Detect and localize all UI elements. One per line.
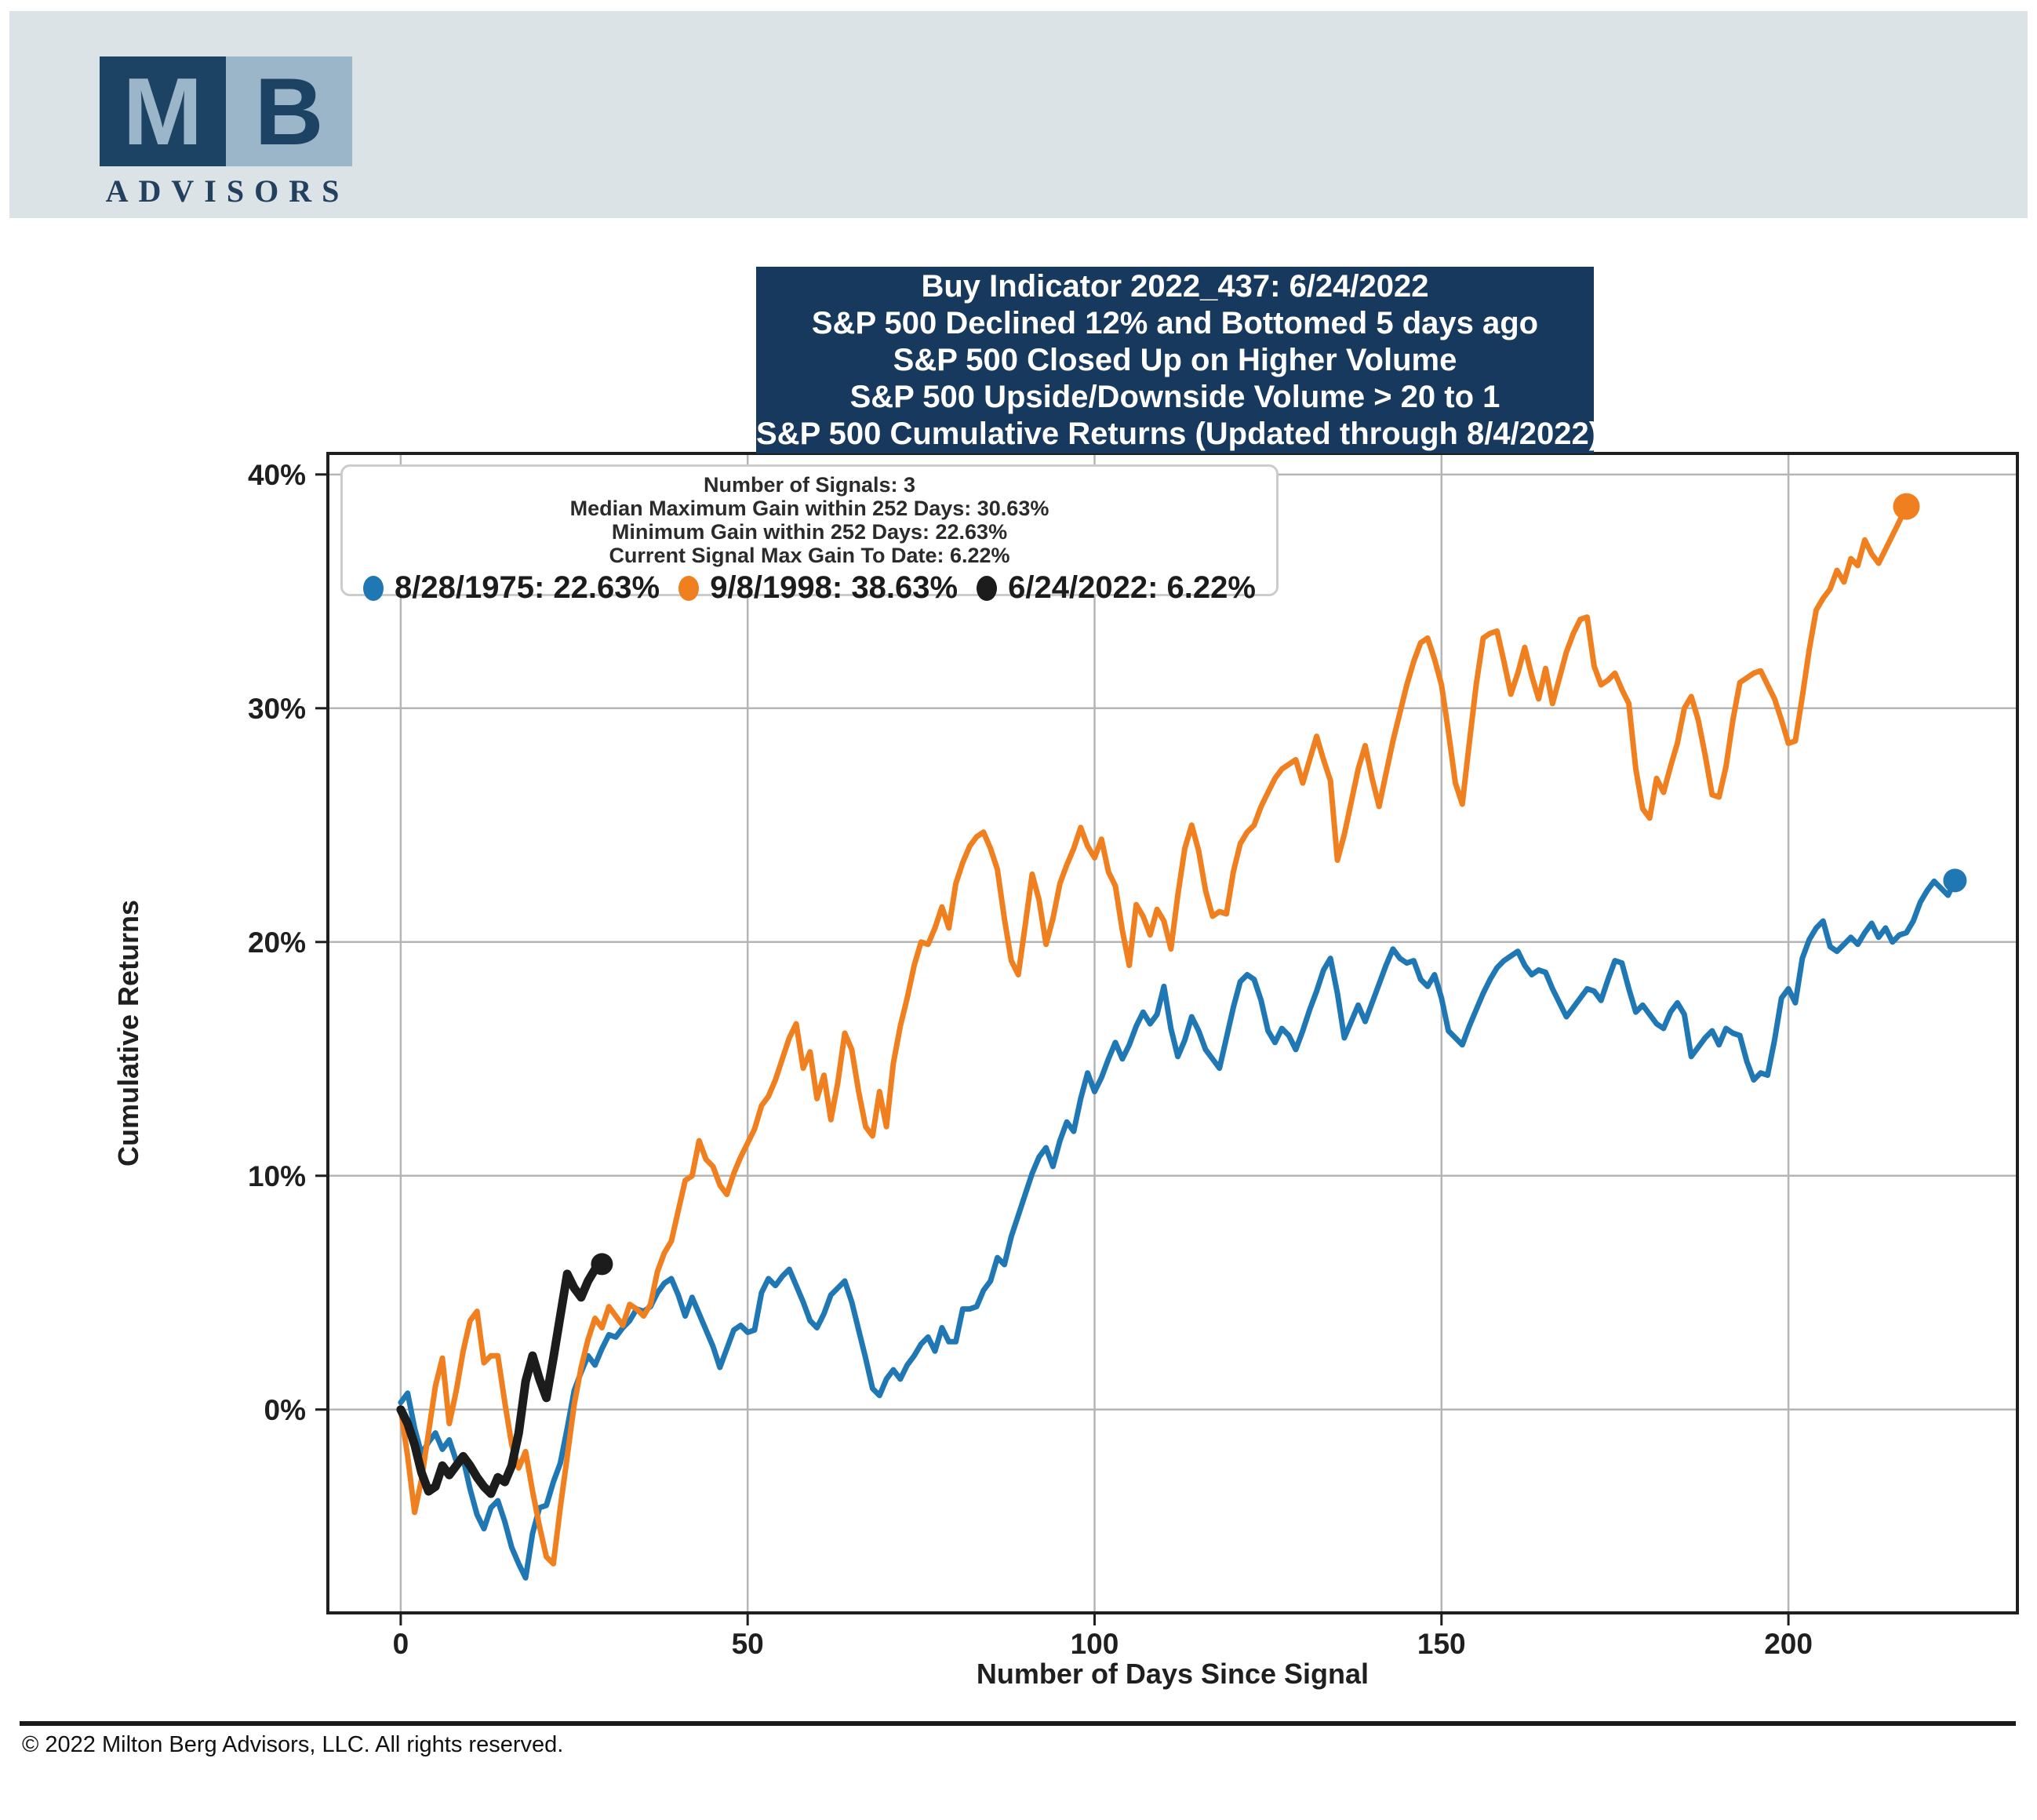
legend-stat-signals: Number of Signals: 3 [703, 473, 916, 497]
series-end-dot-2022 [591, 1253, 613, 1276]
logo-letter-b: B [226, 56, 352, 166]
legend-item-2022: 6/24/2022: 6.22% [977, 570, 1256, 606]
series-line-1975 [398, 877, 1958, 1581]
x-tick-label-150: 150 [1417, 1628, 1466, 1660]
legend-label-1998: 9/8/1998: 38.63% [710, 570, 958, 605]
legend-dot-black-icon [977, 575, 998, 601]
footer-divider [20, 1721, 2016, 1726]
y-tick-label-10%: 10% [248, 1160, 306, 1192]
title-line-2: S&P 500 Declined 12% and Bottomed 5 days… [811, 305, 1539, 340]
logo-letter-m: M [100, 56, 226, 166]
y-tick-label-20%: 20% [248, 926, 306, 959]
x-tick-label-100: 100 [1071, 1628, 1119, 1660]
chart-title-box: Buy Indicator 2022_437: 6/24/2022 S&P 50… [756, 267, 1600, 453]
legend-item-1998: 9/8/1998: 38.63% [678, 570, 958, 606]
x-tick-label-0: 0 [393, 1628, 409, 1660]
series-line-2022 [396, 1259, 606, 1498]
legend-series-row: 8/28/1975: 22.63% 9/8/1998: 38.63% 6/24/… [343, 567, 1276, 606]
series-end-dot-1975 [1943, 868, 1967, 893]
y-axis-title: Cumulative Returns [112, 900, 144, 1167]
legend-dot-orange-icon [678, 575, 700, 601]
legend-label-2022: 6/24/2022: 6.22% [1008, 570, 1256, 605]
x-tick-label-50: 50 [732, 1628, 764, 1660]
legend-stat-median-max-gain: Median Maximum Gain within 252 Days: 30.… [569, 497, 1049, 520]
title-line-5: S&P 500 Cumulative Returns (Updated thro… [756, 416, 1600, 451]
title-line-1: Buy Indicator 2022_437: 6/24/2022 [921, 268, 1429, 304]
x-tick-label-200: 200 [1764, 1628, 1813, 1660]
y-tick-label-0%: 0% [264, 1394, 306, 1426]
footer-copyright: © 2022 Milton Berg Advisors, LLC. All ri… [22, 1732, 564, 1757]
header-banner: M B ADVISORS [9, 11, 2028, 218]
mb-logo: M B [100, 56, 352, 166]
legend-stat-min-gain: Minimum Gain within 252 Days: 22.63% [611, 520, 1008, 544]
legend-item-1975: 8/28/1975: 22.63% [363, 570, 660, 606]
legend-dot-blue-icon [363, 575, 384, 601]
plot-frame [326, 452, 2019, 1614]
y-tick-label-30%: 30% [248, 693, 306, 725]
series-line-1998 [398, 504, 1909, 1567]
title-line-4: S&P 500 Upside/Downside Volume > 20 to 1 [849, 379, 1500, 414]
chart-legend: Number of Signals: 3 Median Maximum Gain… [340, 464, 1279, 605]
legend-stat-current-gain: Current Signal Max Gain To Date: 6.22% [609, 544, 1010, 567]
title-line-3: S&P 500 Closed Up on Higher Volume [893, 342, 1457, 377]
y-tick-label-40%: 40% [248, 459, 306, 491]
legend-label-1975: 8/28/1975: 22.63% [395, 570, 660, 605]
x-axis-title: Number of Days Since Signal [977, 1658, 1369, 1690]
series-end-dot-1998 [1893, 493, 1920, 520]
logo-subtitle: ADVISORS [105, 173, 350, 209]
